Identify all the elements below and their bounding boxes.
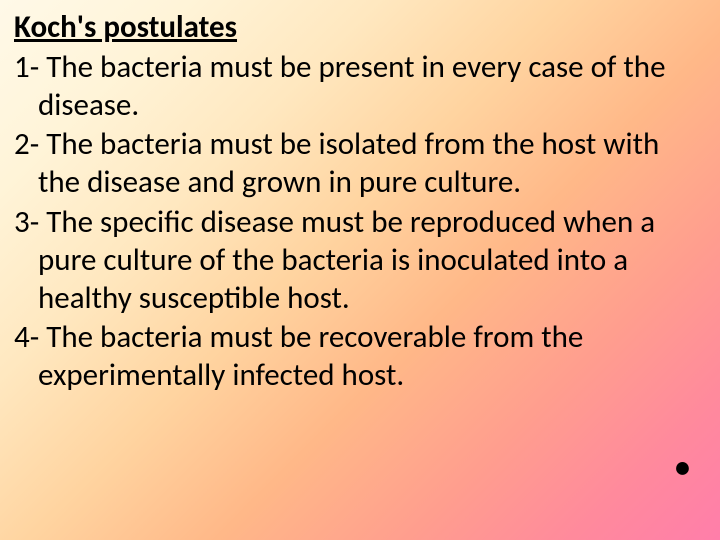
postulate-2: 2- The bacteria must be isolated from th…: [14, 126, 706, 202]
postulate-3: 3- The specific disease must be reproduc…: [14, 204, 706, 317]
bullet-dot-icon: •: [675, 449, 690, 486]
postulate-4: 4- The bacteria must be recoverable from…: [14, 319, 706, 395]
slide-container: Koch's postulates 1- The bacteria must b…: [0, 0, 720, 540]
postulate-1: 1- The bacteria must be present in every…: [14, 49, 706, 125]
slide-title: Koch's postulates: [14, 8, 706, 47]
